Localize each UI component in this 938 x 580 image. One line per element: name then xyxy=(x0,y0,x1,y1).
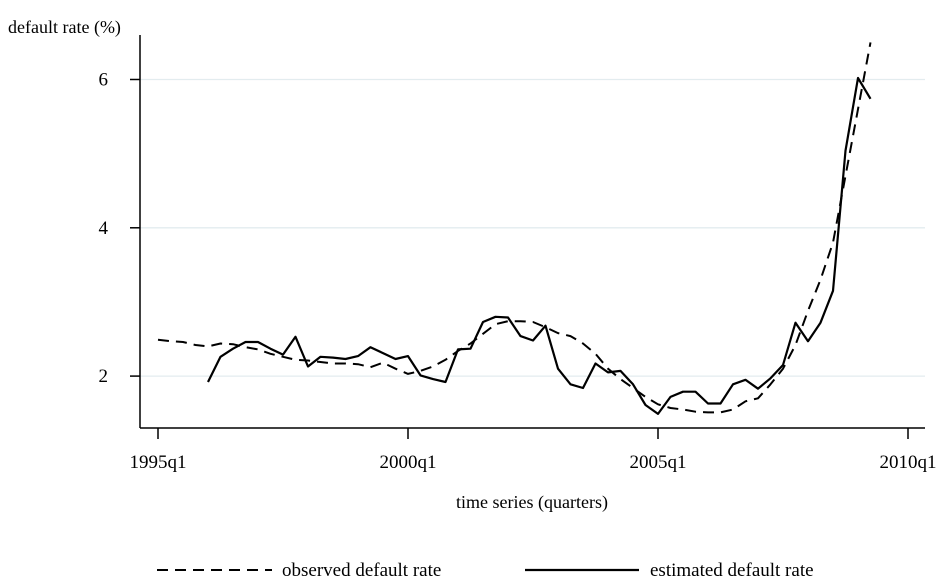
x-tick-label-2: 2005q1 xyxy=(630,452,687,473)
y-tick-label-2: 6 xyxy=(99,69,109,90)
x-tick-label-0: 1995q1 xyxy=(130,452,187,473)
x-tick-label-1: 2000q1 xyxy=(380,452,437,473)
gridlines xyxy=(140,78,925,377)
x-axis-ticks: 1995q1 2000q1 2005q1 2010q1 xyxy=(130,428,937,473)
legend-label-estimated: estimated default rate xyxy=(650,560,814,580)
series-layer xyxy=(157,42,872,415)
y-tick-label-1: 4 xyxy=(99,218,109,239)
y-axis-ticks: 2 4 6 xyxy=(99,69,140,387)
series-line-estimated xyxy=(207,76,872,415)
legend-label-observed: observed default rate xyxy=(282,560,441,580)
y-tick-label-0: 2 xyxy=(99,366,109,387)
x-tick-label-3: 2010q1 xyxy=(880,452,937,473)
y-axis-title: default rate (%) xyxy=(8,17,121,38)
x-axis-title: time series (quarters) xyxy=(456,492,608,513)
legend: observed default rate estimated default … xyxy=(157,560,814,580)
